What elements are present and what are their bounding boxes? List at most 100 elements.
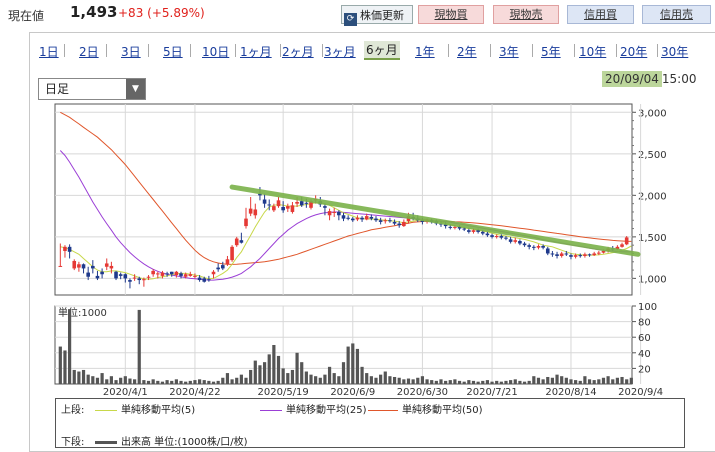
volume-bar [509, 380, 513, 384]
candle-body [513, 240, 518, 242]
volume-bar [267, 354, 271, 384]
period-divider [574, 44, 575, 57]
candle-body [146, 276, 151, 278]
candle-body [183, 274, 188, 277]
period-divider [657, 44, 658, 57]
legend-ma25-label: 単純移動平均(25) [286, 405, 367, 416]
chart-date: 20/09/04 [602, 71, 662, 87]
chart-legend: 上段: 単純移動平均(5) 単純移動平均(25) 単純移動平均(50) 下段: … [55, 398, 685, 448]
candle-body [532, 246, 536, 248]
spot-buy-button[interactable]: 現物買 [418, 5, 484, 24]
interval-select[interactable]: 日足 ▼ [38, 78, 146, 100]
volume-bar [485, 380, 490, 384]
candle-body [462, 228, 466, 230]
candle-body [262, 199, 267, 204]
volume-bar [527, 380, 531, 384]
period-20y[interactable]: 20年 [620, 45, 648, 59]
volume-bar [383, 371, 387, 384]
candle-body [202, 278, 207, 282]
period-30y[interactable]: 30年 [661, 45, 689, 59]
margin-buy-button[interactable]: 信用買 [567, 5, 634, 24]
volume-bar [230, 379, 234, 384]
dropdown-arrow-icon[interactable]: ▼ [126, 79, 145, 99]
candle-body [453, 226, 457, 228]
volume-bar [416, 377, 420, 384]
volume-bar [290, 369, 295, 384]
x-tick-label: 2020/8/14 [545, 387, 596, 398]
period-10y[interactable]: 10年 [579, 45, 607, 59]
volume-tick-label: 40 [638, 349, 651, 360]
volume-bar [601, 377, 606, 384]
volume-bar [188, 380, 192, 384]
candle-body [281, 206, 285, 211]
volume-bar [467, 380, 471, 384]
candle-body [165, 273, 169, 275]
x-tick-label: 2020/5/19 [258, 387, 309, 398]
candle-body [583, 254, 587, 256]
candle-body [91, 265, 95, 269]
period-6m[interactable]: 6ヶ月 [364, 41, 400, 60]
volume-bar [174, 379, 178, 384]
candle-body [485, 233, 490, 236]
candle-body [267, 204, 272, 206]
candle-body [137, 278, 142, 281]
candle-body [285, 206, 290, 209]
volume-bar [202, 380, 206, 384]
candle-body [142, 279, 146, 281]
volume-bar [597, 379, 601, 384]
candle-body [248, 208, 253, 214]
period-3m[interactable]: 3ヶ月 [324, 45, 356, 59]
period-3d[interactable]: 3日 [121, 45, 141, 59]
candle-body [63, 246, 67, 251]
refresh-price-button[interactable]: ⟳ 株価更新 [341, 5, 413, 26]
period-1y[interactable]: 1年 [415, 45, 435, 59]
volume-bar [221, 377, 225, 384]
quote-header: 現在値 1,493 +83 (+5.89%) ⟳ 株価更新 現物買 現物売 信用買… [0, 0, 715, 30]
volume-bar [309, 374, 313, 384]
candle-body [193, 275, 197, 277]
spot-sell-button[interactable]: 現物売 [493, 5, 559, 24]
volume-bar [244, 377, 248, 384]
period-3y[interactable]: 3年 [499, 45, 519, 59]
candle-body [536, 246, 541, 248]
candle-body [100, 271, 104, 275]
margin-sell-button[interactable]: 信用売 [642, 5, 711, 24]
period-5d[interactable]: 5日 [163, 45, 183, 59]
volume-bar [495, 380, 499, 384]
chart-time: 15:00 [661, 72, 697, 86]
volume-bar [406, 378, 411, 384]
volume-bar [170, 380, 174, 384]
price-tick-label: 1,500 [638, 233, 667, 244]
period-2m[interactable]: 2ヶ月 [282, 45, 314, 59]
candle-body [174, 271, 179, 276]
candle-body [160, 272, 165, 276]
candle-body [402, 221, 406, 227]
period-1m[interactable]: 1ヶ月 [240, 45, 272, 59]
legend-ma50-label: 単純移動平均(50) [402, 405, 483, 416]
volume-bar [128, 378, 132, 384]
volume-bar [286, 373, 290, 384]
candle-body [388, 220, 392, 222]
candle-body [504, 237, 508, 239]
volume-bar [207, 380, 211, 384]
candle-body [188, 274, 193, 276]
period-divider [280, 44, 281, 57]
candle-body [114, 271, 118, 279]
volume-bar [490, 381, 494, 384]
period-5y[interactable]: 5年 [541, 45, 561, 59]
period-2d[interactable]: 2日 [79, 45, 99, 59]
volume-bar [550, 377, 555, 384]
period-10d[interactable]: 10日 [202, 45, 230, 59]
candle-body [457, 226, 462, 229]
period-2y[interactable]: 2年 [457, 45, 477, 59]
volume-bar [365, 373, 369, 384]
volume-bar [476, 381, 480, 384]
candle-body [234, 238, 239, 246]
price-plot-area [54, 103, 633, 296]
period-1d[interactable]: 1日 [39, 45, 59, 59]
candle-body [573, 255, 578, 257]
candle-body [374, 218, 378, 221]
candle-body [364, 216, 369, 220]
volume-bar [123, 376, 127, 384]
candle-body [169, 271, 174, 275]
